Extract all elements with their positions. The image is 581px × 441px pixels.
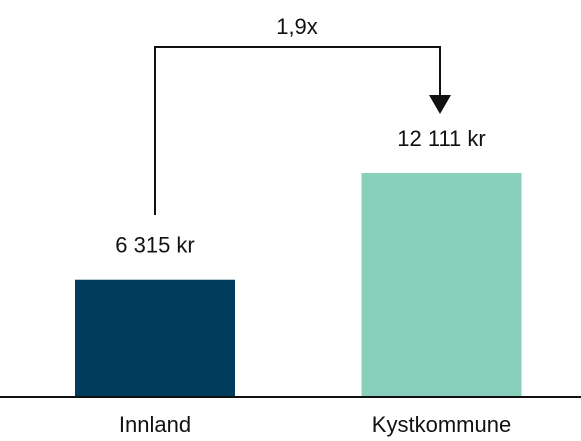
- value-label: 6 315 kr: [115, 233, 195, 258]
- comparison-arrow: [154, 46, 441, 215]
- x-tick-label: Innland: [119, 412, 191, 437]
- bar: [75, 279, 235, 396]
- annotation: 1,9x: [276, 14, 318, 39]
- value-label: 12 111 kr: [397, 126, 485, 151]
- bar: [361, 173, 522, 396]
- x-tick-label: Kystkommune: [372, 412, 511, 437]
- arrow-head: [429, 95, 451, 114]
